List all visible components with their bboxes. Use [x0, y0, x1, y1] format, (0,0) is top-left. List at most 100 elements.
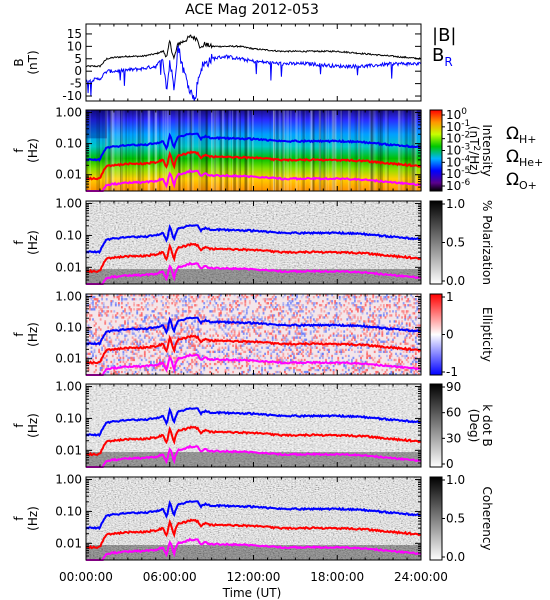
spectrogram-cell — [298, 353, 300, 355]
spectrogram-cell — [190, 347, 192, 349]
spectrogram-cell — [412, 355, 414, 357]
spectrogram-cell — [386, 314, 388, 316]
spectrogram-cell — [158, 349, 160, 351]
spectrogram-cell — [98, 335, 100, 337]
spectrogram-cell — [225, 304, 227, 306]
spectrogram-cell — [246, 324, 248, 326]
spectrogram-cell — [337, 359, 339, 361]
spectrogram-cell — [234, 333, 236, 335]
spectrogram-cell — [395, 310, 397, 312]
spectrogram-cell — [225, 324, 227, 326]
spectrogram-cell — [325, 314, 327, 316]
spectrogram-cell — [103, 345, 105, 347]
spectrogram-cell — [275, 296, 277, 298]
spectrogram-cell — [171, 351, 173, 353]
colorbar-gradient — [430, 201, 442, 284]
spectrogram-cell — [188, 341, 190, 343]
spectrogram-cell — [383, 304, 385, 306]
spectrogram-cell — [254, 347, 256, 349]
spectrogram-cell — [316, 365, 318, 367]
spectrogram-cell — [267, 353, 269, 355]
spectrogram-cell — [363, 306, 365, 308]
spectrogram-cell — [208, 296, 210, 298]
spectrogram-cell — [404, 316, 406, 318]
spectrogram-cell — [180, 341, 182, 343]
spectrogram-cell — [100, 306, 102, 308]
spectrogram-cell — [275, 302, 277, 304]
spectrogram-cell — [415, 353, 417, 355]
spectrogram-cell — [121, 371, 123, 373]
spectrogram-cell — [95, 306, 97, 308]
spectrogram-cell — [247, 296, 249, 298]
spectrogram-cell — [229, 304, 231, 306]
spectrogram-cell — [366, 330, 368, 332]
spectrogram-cell — [415, 351, 417, 353]
spectrogram-cell — [295, 330, 297, 332]
spectrogram-cell — [397, 335, 399, 337]
spectrogram-cell — [305, 312, 307, 314]
spectrogram-texture — [380, 110, 383, 191]
spectrogram-cell — [307, 296, 309, 298]
spectrogram-cell — [113, 310, 115, 312]
spectrogram-cell — [228, 345, 230, 347]
spectrogram-cell — [145, 306, 147, 308]
spectrogram-cell — [289, 304, 291, 306]
spectrogram-cell — [378, 359, 380, 361]
spectrogram-cell — [325, 339, 327, 341]
spectrogram-cell — [129, 306, 131, 308]
spectrogram-cell — [334, 326, 336, 328]
spectrogram-cell — [416, 361, 418, 363]
y-tick-label: -10 — [62, 89, 82, 103]
spectrogram-cell — [296, 302, 298, 304]
spectrogram-cell — [267, 302, 269, 304]
spectrogram-cell — [406, 324, 408, 326]
spectrogram-cell — [409, 322, 411, 324]
spectrogram-cell — [200, 335, 202, 337]
spectrogram-cell — [362, 361, 364, 363]
spectrogram-cell — [152, 320, 154, 322]
spectrogram-texture — [181, 110, 183, 191]
spectrogram-cell — [362, 355, 364, 357]
spectrogram-cell — [112, 300, 114, 302]
spectrogram-cell — [176, 355, 178, 357]
spectrogram-cell — [261, 369, 263, 371]
spectrogram-cell — [324, 367, 326, 369]
spectrogram-cell — [321, 304, 323, 306]
spectrogram-cell — [313, 304, 315, 306]
spectrogram-cell — [139, 308, 141, 310]
spectrogram-cell — [415, 363, 417, 365]
spectrogram-cell — [391, 341, 393, 343]
spectrogram-cell — [343, 365, 345, 367]
spectrogram-cell — [106, 339, 108, 341]
spectrogram-cell — [293, 326, 295, 328]
spectrogram-cell — [133, 302, 135, 304]
spectrogram-cell — [276, 371, 278, 373]
spectrogram-cell — [118, 333, 120, 335]
spectrogram-cell — [340, 353, 342, 355]
spectrogram-cell — [389, 351, 391, 353]
spectrogram-cell — [400, 363, 402, 365]
spectrogram-cell — [260, 335, 262, 337]
spectrogram-cell — [413, 345, 415, 347]
spectrogram-texture — [252, 110, 254, 191]
spectrogram-cell — [383, 341, 385, 343]
spectrogram-cell — [406, 359, 408, 361]
spectrogram-cell — [148, 316, 150, 318]
spectrogram-cell — [193, 324, 195, 326]
spectrogram-cell — [264, 339, 266, 341]
spectrogram-cell — [337, 316, 339, 318]
spectrogram-cell — [246, 312, 248, 314]
spectrogram-cell — [397, 355, 399, 357]
spectrogram-cell — [211, 347, 213, 349]
spectrogram-cell — [106, 312, 108, 314]
spectrogram-cell — [267, 318, 269, 320]
spectrogram-cell — [115, 353, 117, 355]
spectrogram-cell — [284, 371, 286, 373]
spectrogram-cell — [115, 316, 117, 318]
spectrogram-cell — [381, 335, 383, 337]
spectrogram-cell — [336, 349, 338, 351]
spectrogram-cell — [209, 302, 211, 304]
spectrogram-cell — [247, 363, 249, 365]
spectrogram-cell — [191, 322, 193, 324]
spectrogram-cell — [115, 371, 117, 373]
